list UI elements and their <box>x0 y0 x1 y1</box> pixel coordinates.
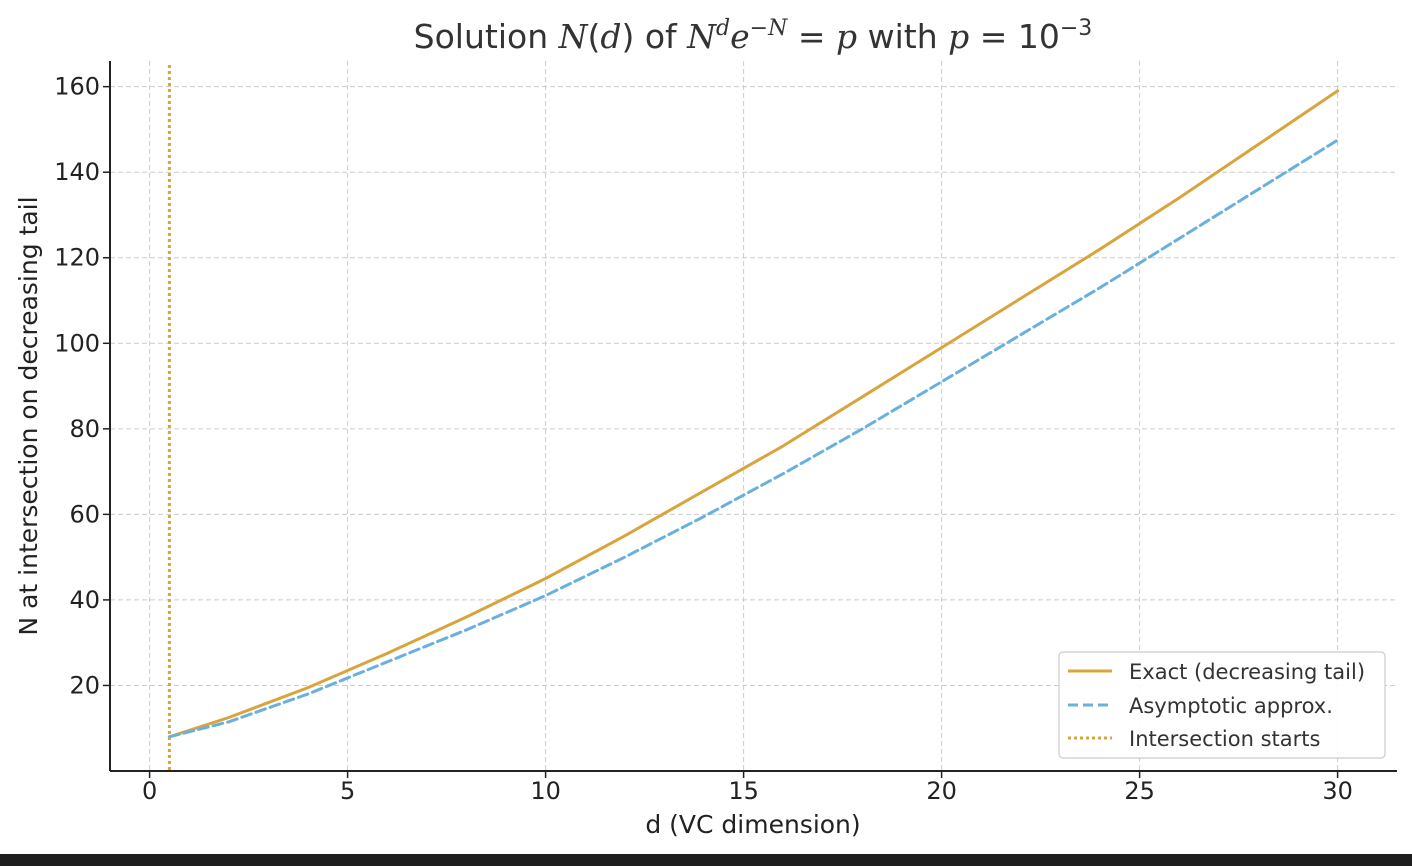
legend-label-asymptotic: Asymptotic approx. <box>1129 694 1333 718</box>
series-line-asymptotic <box>167 138 1340 739</box>
y-axis-label: N at intersection on decreasing tail <box>14 196 43 635</box>
title-p-base: 10 <box>1018 17 1060 56</box>
x-tick-label: 0 <box>142 777 157 805</box>
legend-label-intersection: Intersection starts <box>1129 727 1320 751</box>
title-eq-sup-exp: −N <box>750 16 788 41</box>
y-tick-label: 140 <box>54 158 100 186</box>
title-func-close: ) <box>621 17 634 56</box>
title-with: with <box>857 17 948 56</box>
legend-label-exact: Exact (decreasing tail) <box>1129 660 1365 684</box>
title-eq-n: N <box>686 17 717 56</box>
title-p-equals: = <box>969 17 1018 56</box>
x-tick-label: 15 <box>728 777 759 805</box>
y-tick-label: 20 <box>69 671 100 699</box>
y-tick-label: 160 <box>54 73 100 101</box>
series-layer <box>167 65 1340 771</box>
legend: Exact (decreasing tail) Asymptotic appro… <box>1058 651 1386 759</box>
y-tick-label: 60 <box>69 500 100 528</box>
title-p-sym: p <box>948 17 969 56</box>
x-tick-label: 10 <box>530 777 561 805</box>
y-tick-label: 100 <box>54 329 100 357</box>
ticks: 0 5 10 15 20 25 30 20 40 60 80 100 120 140 160 <box>54 73 1353 805</box>
x-tick-label: 20 <box>926 777 957 805</box>
title-func-n: N <box>558 17 589 56</box>
x-tick-label: 5 <box>340 777 355 805</box>
x-tick-label: 30 <box>1322 777 1353 805</box>
series-line-exact <box>167 89 1340 739</box>
y-tick-label: 80 <box>69 415 100 443</box>
title-prefix: Solution <box>414 17 559 56</box>
title-eq-e: e <box>730 17 750 56</box>
x-tick-label: 25 <box>1124 777 1155 805</box>
title-p-exp: −3 <box>1060 16 1092 41</box>
title-eq-p: p <box>836 17 857 56</box>
legend-box <box>1058 651 1386 759</box>
x-axis-label: d (VC dimension) <box>645 810 860 839</box>
title-func-d: d <box>600 17 621 56</box>
grid <box>110 61 1397 771</box>
axes <box>109 61 1397 772</box>
bottom-bar <box>0 854 1412 866</box>
y-tick-label: 120 <box>54 244 100 272</box>
chart-title: Solution N(d) of Nde−N = p with p = 10−3 <box>414 16 1093 56</box>
y-tick-label: 40 <box>69 586 100 614</box>
title-eq-equals: = <box>787 17 836 56</box>
title-eq-sup-d: d <box>716 16 730 41</box>
title-func-open: ( <box>587 17 600 56</box>
title-of: of <box>634 17 687 56</box>
